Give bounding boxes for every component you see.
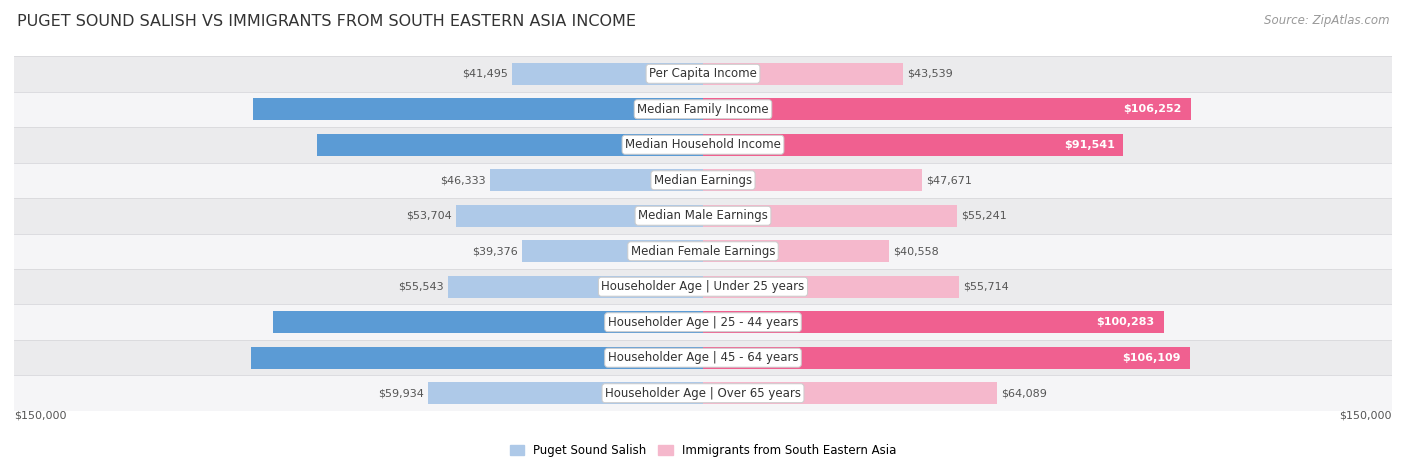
Text: $97,958: $97,958 [695, 104, 745, 114]
Bar [703, 382, 997, 404]
Text: $47,671: $47,671 [927, 175, 972, 185]
Bar [14, 163, 1392, 198]
Text: $43,539: $43,539 [907, 69, 953, 79]
Text: Householder Age | Under 25 years: Householder Age | Under 25 years [602, 280, 804, 293]
Text: $55,714: $55,714 [963, 282, 1008, 292]
Text: $100,283: $100,283 [1097, 317, 1154, 327]
Bar [14, 340, 1392, 375]
Bar [703, 240, 889, 262]
Text: $55,543: $55,543 [398, 282, 444, 292]
Text: Median Household Income: Median Household Income [626, 138, 780, 151]
Text: $39,376: $39,376 [472, 246, 517, 256]
Bar [703, 276, 959, 298]
Bar [491, 169, 703, 191]
Text: $91,541: $91,541 [1064, 140, 1115, 150]
Bar [253, 98, 703, 120]
Bar [14, 198, 1392, 234]
Text: Householder Age | Over 65 years: Householder Age | Over 65 years [605, 387, 801, 400]
Bar [14, 269, 1392, 304]
Bar [273, 311, 703, 333]
Text: Median Family Income: Median Family Income [637, 103, 769, 116]
Bar [318, 134, 703, 156]
Bar [14, 92, 1392, 127]
Bar [703, 63, 903, 85]
Text: PUGET SOUND SALISH VS IMMIGRANTS FROM SOUTH EASTERN ASIA INCOME: PUGET SOUND SALISH VS IMMIGRANTS FROM SO… [17, 14, 636, 29]
Bar [14, 304, 1392, 340]
Text: $106,252: $106,252 [1123, 104, 1181, 114]
Bar [449, 276, 703, 298]
Text: $55,241: $55,241 [960, 211, 1007, 221]
Text: $46,333: $46,333 [440, 175, 486, 185]
Text: Median Male Earnings: Median Male Earnings [638, 209, 768, 222]
Bar [703, 98, 1191, 120]
Bar [14, 127, 1392, 163]
Text: $106,109: $106,109 [1122, 353, 1181, 363]
Bar [703, 169, 922, 191]
Text: $84,011: $84,011 [696, 140, 747, 150]
Bar [14, 234, 1392, 269]
Text: Source: ZipAtlas.com: Source: ZipAtlas.com [1264, 14, 1389, 27]
Bar [14, 56, 1392, 92]
Text: $98,340: $98,340 [695, 353, 745, 363]
Text: Per Capita Income: Per Capita Income [650, 67, 756, 80]
Text: Householder Age | 45 - 64 years: Householder Age | 45 - 64 years [607, 351, 799, 364]
Bar [427, 382, 703, 404]
Legend: Puget Sound Salish, Immigrants from South Eastern Asia: Puget Sound Salish, Immigrants from Sout… [505, 439, 901, 462]
Bar [512, 63, 703, 85]
Text: Householder Age | 25 - 44 years: Householder Age | 25 - 44 years [607, 316, 799, 329]
Bar [703, 311, 1164, 333]
Text: $150,000: $150,000 [1340, 411, 1392, 421]
Bar [703, 134, 1123, 156]
Text: $59,934: $59,934 [378, 388, 423, 398]
Text: Median Female Earnings: Median Female Earnings [631, 245, 775, 258]
Text: $41,495: $41,495 [463, 69, 509, 79]
Text: $93,661: $93,661 [695, 317, 745, 327]
Text: $64,089: $64,089 [1001, 388, 1047, 398]
Text: $150,000: $150,000 [14, 411, 66, 421]
Bar [252, 347, 703, 369]
Text: Median Earnings: Median Earnings [654, 174, 752, 187]
Text: $40,558: $40,558 [893, 246, 939, 256]
Bar [703, 347, 1191, 369]
Bar [457, 205, 703, 227]
Bar [522, 240, 703, 262]
Bar [14, 375, 1392, 411]
Text: $53,704: $53,704 [406, 211, 453, 221]
Bar [703, 205, 956, 227]
